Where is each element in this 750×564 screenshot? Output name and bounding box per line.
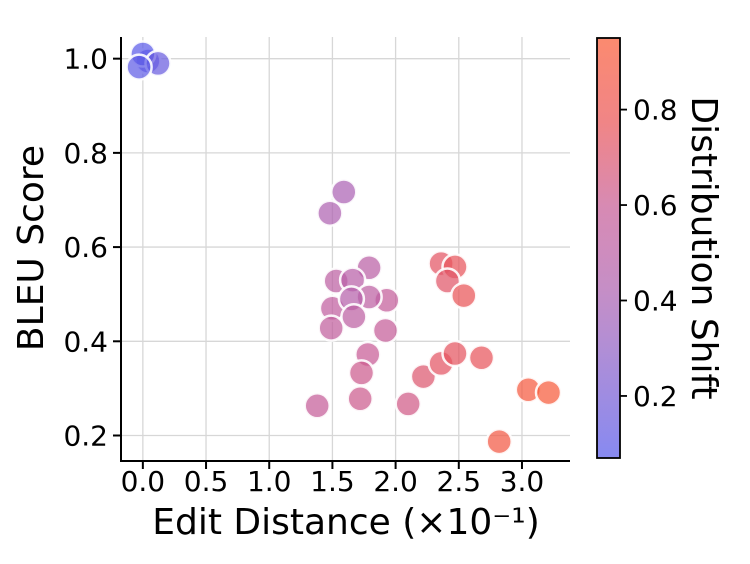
scatter-point (534, 378, 563, 407)
scatter-point (330, 178, 358, 206)
y-tick-label: 0.2 (63, 420, 108, 453)
y-axis-label: BLEU Score (11, 144, 52, 352)
x-tick-label: 1.0 (247, 465, 292, 498)
scatter-point (347, 359, 376, 387)
scatter-point (467, 344, 496, 372)
scatter-point (303, 392, 331, 420)
y-tick-label: 0.8 (63, 137, 108, 170)
x-tick-label: 0.0 (121, 465, 166, 498)
colorbar (596, 37, 621, 459)
x-axis-label: Edit Distance (×10⁻¹) (152, 502, 540, 543)
colorbar-tick-label: 0.8 (633, 94, 678, 127)
y-tick-label: 1.0 (63, 43, 108, 76)
scatter-point (450, 281, 478, 310)
scatter-point (340, 303, 368, 331)
x-tick-label: 1.5 (310, 465, 355, 498)
x-tick-label: 0.5 (184, 465, 229, 498)
scatter-point (485, 427, 513, 456)
colorbar-label: Distribution Shift (683, 96, 724, 400)
y-tick-label: 0.4 (63, 325, 108, 358)
scatter-point (125, 53, 153, 81)
colorbar-tick-label: 0.4 (633, 285, 678, 318)
scatter-point (317, 314, 345, 342)
x-tick-label: 2.0 (373, 465, 418, 498)
scatter-point (441, 339, 469, 368)
y-tick-label: 0.6 (63, 231, 108, 264)
scatter-point (394, 390, 422, 418)
x-tick-label: 2.5 (437, 465, 482, 498)
colorbar-tick-label: 0.2 (633, 380, 678, 413)
x-tick-label: 3.0 (500, 465, 545, 498)
scatter-point (316, 199, 344, 227)
scatter-point (346, 385, 374, 413)
scatter-point (371, 316, 400, 345)
colorbar-tick-label: 0.6 (633, 189, 678, 222)
